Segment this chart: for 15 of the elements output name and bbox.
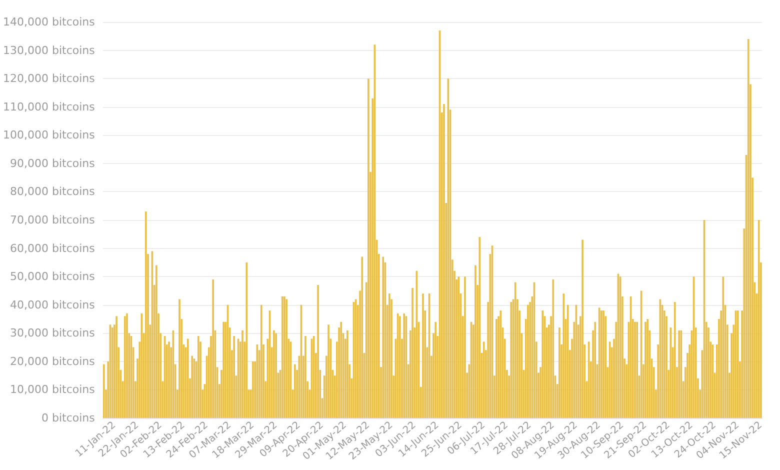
y-tick-label: 120,000 bitcoins [3,72,96,86]
y-tick-label: 20,000 bitcoins [10,354,96,368]
y-tick-label: 110,000 bitcoins [3,100,96,114]
y-tick-label: 60,000 bitcoins [10,242,96,255]
y-tick-label: 50,000 bitcoins [10,270,96,284]
y-tick-label: 30,000 bitcoins [10,326,96,340]
y-tick-label: 90,000 bitcoins [10,156,96,170]
y-tick-label: 100,000 bitcoins [3,128,96,142]
y-tick-label: 70,000 bitcoins [10,214,96,226]
y-tick-label: 140,000 bitcoins [3,16,96,28]
y-tick-label: 10,000 bitcoins [10,383,96,396]
y-tick-label: 40,000 bitcoins [10,298,96,312]
y-tick-label: 130,000 bitcoins [3,44,96,57]
y-tick-label: 80,000 bitcoins [10,185,96,198]
y-tick-label: 0 bitcoins [41,412,96,424]
